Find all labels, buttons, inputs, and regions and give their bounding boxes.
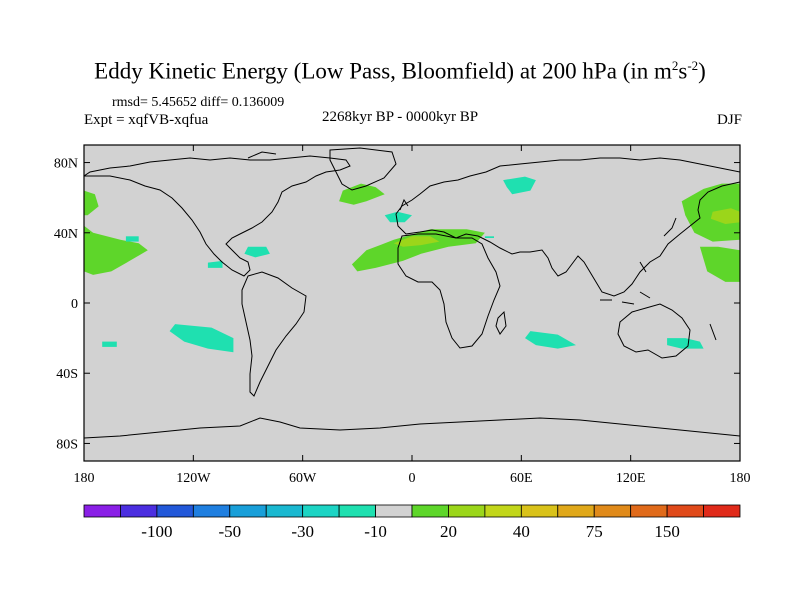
y-tick-label-2: 0 — [71, 297, 78, 312]
colorbar-swatch-9 — [411, 504, 449, 518]
colorbar-label-3: -10 — [364, 522, 387, 541]
colorbar-swatch-17 — [703, 504, 741, 518]
period-label: 2268kyr BP - 0000kyr BP — [321, 109, 479, 125]
anomaly-region-10 — [244, 246, 270, 258]
x-tick-label-6: 180 — [730, 471, 751, 486]
colorbar-label-5: 40 — [513, 522, 530, 541]
x-tick-label-1: 120W — [176, 471, 211, 486]
anomaly-region-0 — [351, 229, 485, 272]
colorbar-label-6: 75 — [586, 522, 603, 541]
anomaly-region-16 — [525, 331, 576, 349]
anomaly-region-17 — [667, 338, 704, 349]
x-tick-label-5: 120E — [616, 471, 646, 486]
colorbar-swatch-12 — [520, 504, 559, 518]
colorbar-swatch-3 — [192, 504, 231, 518]
anomaly-region-1 — [393, 236, 440, 247]
colorbar-swatch-6 — [302, 504, 340, 518]
coastline-north-america — [84, 155, 351, 277]
map-axes: 180 120W 60W 0 60E 120E 180 80N 40N 0 40S 80S — [54, 145, 751, 486]
coastline-antarctica — [84, 417, 740, 439]
anomaly-region-11 — [207, 260, 223, 268]
anomaly-region-13 — [484, 236, 494, 238]
colorbar-swatch-14 — [593, 504, 632, 518]
x-tick-label-2: 60W — [289, 471, 317, 486]
season-label: DJF — [716, 112, 742, 128]
coastline-australia — [617, 303, 691, 359]
colorbar-swatch-10 — [448, 504, 486, 518]
coastline-islands — [247, 151, 717, 341]
experiment-label: Expt = xqfVB-xqfua — [84, 112, 209, 128]
anomaly-region-7 — [699, 246, 740, 282]
stats-label: rmsd= 5.45652 diff= 0.136009 — [112, 95, 285, 110]
coastline-south-america — [241, 271, 307, 397]
coastline-madagascar — [495, 310, 507, 335]
colorbar-swatch-15 — [630, 504, 668, 518]
coastline-africa — [397, 233, 501, 349]
anomaly-region-8 — [503, 176, 536, 195]
anomaly-region-9 — [384, 211, 412, 223]
colorbar-label-4: 20 — [440, 522, 457, 541]
anomaly-region-5 — [681, 183, 740, 242]
colorbar-label-2: -30 — [291, 522, 314, 541]
colorbar: -100 -50 -30 -10 20 40 75 150 — [83, 504, 741, 541]
coastline-greenland — [329, 147, 397, 191]
colorbar-swatch-11 — [484, 504, 522, 518]
colorbar-swatch-8 — [375, 504, 413, 518]
y-tick-label-1: 40N — [54, 227, 78, 242]
chart-title: Eddy Kinetic Energy (Low Pass, Bloomfiel… — [94, 58, 706, 84]
colorbar-swatch-16 — [666, 504, 704, 518]
map-background — [84, 145, 740, 461]
colorbar-label-0: -100 — [141, 522, 172, 541]
anomaly-region-12 — [125, 236, 139, 242]
anomaly-region-4 — [84, 190, 99, 216]
anomaly-region-3 — [84, 225, 148, 275]
coastline-eurasia — [395, 157, 740, 297]
colorbar-swatch-5 — [265, 504, 304, 518]
colorbar-swatch-1 — [120, 504, 158, 518]
colorbar-swatch-13 — [557, 504, 595, 518]
y-tick-label-0: 80N — [54, 157, 78, 172]
x-tick-label-0: 180 — [74, 471, 95, 486]
coastlines — [84, 147, 740, 439]
colorbar-label-7: 150 — [654, 522, 680, 541]
x-tick-label-3: 0 — [409, 471, 416, 486]
colorbar-label-1: -50 — [218, 522, 241, 541]
colorbar-swatch-4 — [229, 504, 267, 518]
anomaly-region-14 — [169, 324, 234, 353]
x-tick-label-4: 60E — [510, 471, 533, 486]
anomaly-region-15 — [102, 341, 117, 347]
y-tick-label-3: 40S — [56, 367, 78, 382]
colorbar-swatch-7 — [338, 504, 376, 518]
y-tick-label-4: 80S — [56, 437, 78, 452]
colorbar-swatch-2 — [156, 504, 194, 518]
anomaly-region-6 — [710, 208, 740, 224]
colorbar-swatch-0 — [83, 504, 121, 518]
